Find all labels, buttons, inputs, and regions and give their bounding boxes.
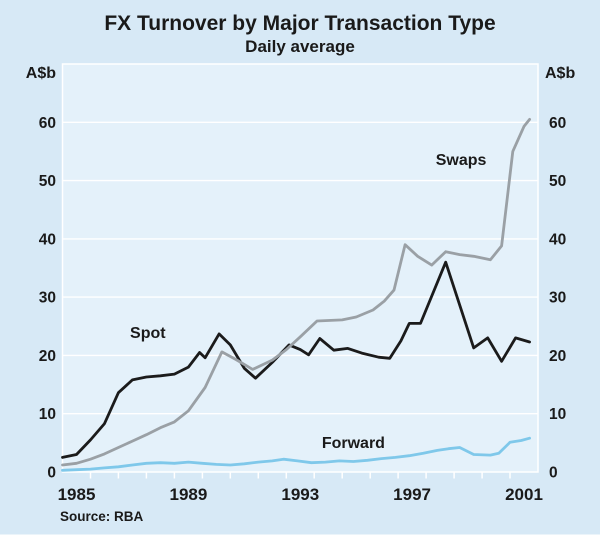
x-axis-label: 1985: [58, 485, 96, 504]
y-axis-label: 60: [549, 115, 566, 132]
y-axis-label: 30: [39, 290, 56, 307]
series-line-swaps: [61, 118, 531, 467]
y-unit-label-right: A$b: [545, 65, 575, 82]
series-label-spot: Spot: [130, 325, 166, 342]
chart-title: FX Turnover by Major Transaction Type: [104, 12, 495, 35]
y-axis-label: 10: [39, 406, 56, 423]
gridlines: [62, 121, 538, 415]
y-axis-label: 60: [39, 115, 56, 132]
y-axis-label: 20: [549, 348, 566, 365]
bottom-edge: [0, 534, 600, 538]
y-axis-label: 40: [39, 231, 56, 248]
series-labels: Spot Swaps Forward: [130, 152, 487, 452]
series-line-spot: [61, 260, 531, 459]
plot-area: [62, 64, 538, 472]
x-axis-labels: 1985 1989 1993 1997 2001: [58, 485, 543, 504]
x-axis-label: 1997: [393, 485, 431, 504]
y-axis-label: 10: [549, 406, 566, 423]
series-line-forward: [61, 436, 531, 472]
series-lines: [61, 118, 531, 472]
y-axis-label: 40: [549, 231, 566, 248]
y-axis-label: 50: [39, 173, 56, 190]
y-axis-label: 30: [549, 290, 566, 307]
x-axis-label: 2001: [505, 485, 543, 504]
y-axis-label: 50: [549, 173, 566, 190]
series-label-forward: Forward: [322, 435, 385, 452]
y-axis-labels-right: 0 10 20 30 40 50 60: [549, 115, 566, 482]
y-unit-label-left: A$b: [26, 65, 56, 82]
x-axis-label: 1993: [281, 485, 319, 504]
y-axis-label: 20: [39, 348, 56, 365]
series-label-swaps: Swaps: [436, 152, 487, 169]
source-note: Source: RBA: [60, 509, 144, 524]
x-axis-ticks: [89, 472, 511, 479]
plot-frame: [61, 63, 539, 473]
x-axis-label: 1989: [169, 485, 207, 504]
y-axis-label: 0: [47, 465, 56, 482]
chart-subtitle: Daily average: [245, 37, 355, 56]
y-axis-label: 0: [549, 465, 558, 482]
y-axis-labels-left: 0 10 20 30 40 50 60: [39, 115, 56, 482]
